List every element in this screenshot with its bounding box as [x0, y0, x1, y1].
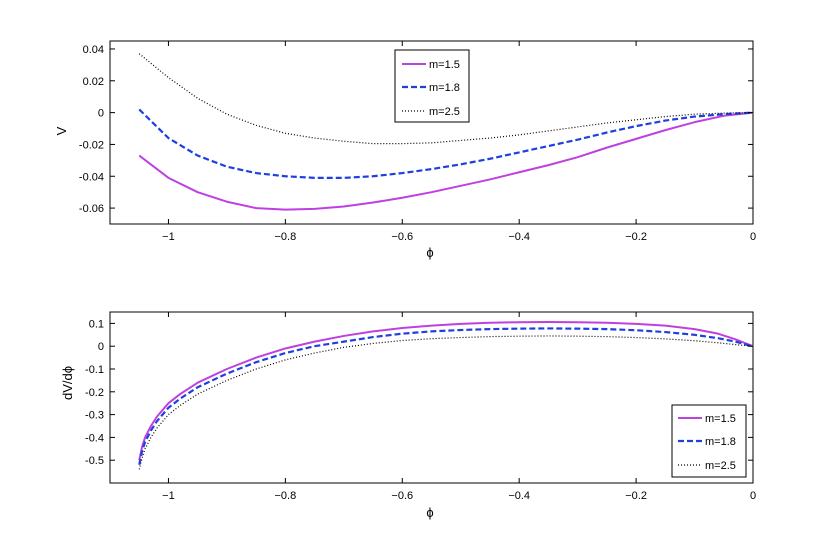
bottom-y-ticks: -0.5 -0.4 -0.3 -0.2 -0.1 0 0.1	[85, 318, 753, 467]
bottom-x-tick-label: −0.2	[625, 490, 647, 502]
top-series-line-m15	[138, 111, 754, 211]
top-y-tick-label: 0.02	[83, 76, 104, 88]
bottom-series-group	[138, 321, 754, 470]
top-x-ticks: −1 −0.8 −0.6 −0.4 −0.2 0	[162, 41, 756, 243]
bottom-y-tick-label: -0.3	[85, 410, 104, 422]
bottom-x-axis-label: ϕ	[426, 505, 433, 520]
bottom-y-tick-label: 0	[98, 341, 104, 353]
bottom-y-tick-label: -0.2	[85, 387, 104, 399]
bottom-x-tick-label: −0.4	[508, 490, 530, 502]
bottom-x-tick-label: 0	[750, 490, 756, 502]
bottom-x-tick-label: −0.8	[275, 490, 297, 502]
top-panel: −1 −0.8 −0.6 −0.4 −0.2 0 -0.06 -0.04 -0.02 0 0.02…	[54, 40, 756, 260]
top-x-tick-label: −0.8	[275, 231, 297, 243]
bottom-y-tick-label: -0.1	[85, 364, 104, 376]
bottom-plot-frame	[109, 311, 754, 484]
top-series-line-m18	[138, 108, 754, 179]
top-x-tick-label: −0.6	[391, 231, 413, 243]
bottom-y-tick-label: 0.1	[89, 318, 104, 330]
top-x-tick-label: −1	[162, 231, 175, 243]
bottom-legend: m=1.5 m=1.8 m=2.5	[671, 404, 747, 478]
top-legend-label-m15: m=1.5	[429, 59, 460, 71]
top-legend-label-m25: m=2.5	[429, 106, 460, 118]
bottom-legend-label-m15: m=1.5	[705, 413, 736, 425]
top-x-tick-label: −0.2	[625, 231, 647, 243]
top-legend: m=1.5 m=1.8 m=2.5	[394, 49, 470, 123]
top-y-tick-label: -0.02	[79, 139, 104, 151]
top-y-ticks: -0.06 -0.04 -0.02 0 0.02 0.04	[79, 44, 753, 215]
bottom-series-line-m15	[138, 321, 754, 461]
bottom-legend-label-m25: m=2.5	[705, 460, 736, 472]
top-y-axis-label: V	[54, 126, 69, 135]
top-x-tick-label: 0	[750, 231, 756, 243]
bottom-y-axis-label: dV/dϕ	[60, 366, 75, 400]
top-legend-label-m18: m=1.8	[429, 82, 460, 94]
bottom-series-line-m18	[138, 327, 754, 465]
bottom-y-tick-label: -0.5	[85, 455, 104, 467]
top-series-group	[138, 53, 754, 211]
bottom-x-ticks: −1 −0.8 −0.6 −0.4 −0.2 0	[162, 312, 756, 502]
top-y-tick-label: -0.04	[79, 171, 104, 183]
top-y-tick-label: 0.04	[83, 44, 104, 56]
bottom-panel: −1 −0.8 −0.6 −0.4 −0.2 0 -0.5 -0.4 -0.3 -0.2 -0.1…	[60, 311, 756, 520]
top-y-tick-label: -0.06	[79, 203, 104, 215]
top-x-axis-label: ϕ	[426, 245, 433, 260]
bottom-legend-label-m18: m=1.8	[705, 436, 736, 448]
top-y-tick-label: 0	[98, 108, 104, 120]
bottom-x-tick-label: −0.6	[391, 490, 413, 502]
bottom-x-tick-label: −1	[162, 490, 175, 502]
bottom-y-tick-label: -0.4	[85, 432, 104, 444]
top-x-tick-label: −0.4	[508, 231, 530, 243]
